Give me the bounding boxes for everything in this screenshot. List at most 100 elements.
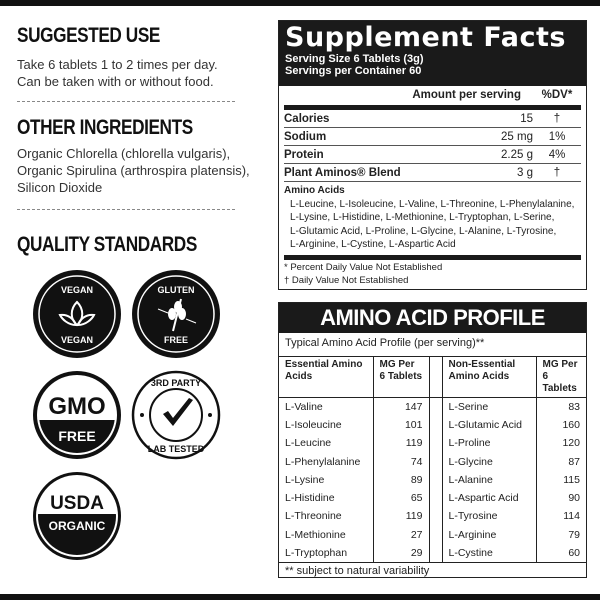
text-line: L-Glutamic Acid, L-Proline, L-Glycine, L… <box>290 225 557 237</box>
text-line: L-Lysine, L-Histidine, L-Methionine, L-T… <box>290 212 555 223</box>
essential-amino-name: L-Leucine <box>279 434 374 453</box>
nonessential-amino-mg: 87 <box>568 455 580 468</box>
divider <box>17 101 235 102</box>
amino-profile-subtitle: Typical Amino Acid Profile (per serving)… <box>279 333 586 357</box>
nutrient-row: Sodium 25 mg 1% <box>284 128 581 146</box>
gmo-free-badge: GMO FREE <box>33 371 121 459</box>
nonessential-amino-mg: 114 <box>563 510 580 523</box>
nonessential-amino-mg: 160 <box>562 418 580 431</box>
amino-profile-title: AMINO ACID PROFILE <box>279 303 586 333</box>
footnotes: * Percent Daily Value Not Established † … <box>284 261 581 287</box>
nonessential-amino-name: L-Cystine <box>442 543 537 563</box>
nutrient-row: Plant Aminos® Blend 3 g † <box>284 164 581 182</box>
table-row: L-Phenylalanine 74 L-Glycine 87 <box>279 452 586 471</box>
table-row: L-Leucine 119 L-Proline 120 <box>279 434 586 453</box>
column-headers: Amount per serving %DV* <box>284 89 581 103</box>
footnote: † Daily Value Not Established <box>284 274 409 286</box>
divider <box>17 209 235 210</box>
other-ingredients-heading: OTHER INGREDIENTS <box>17 116 193 139</box>
nutrient-amount: 25 mg <box>501 130 533 143</box>
text-line: Silicon Dioxide <box>17 180 103 195</box>
text-line: Can be taken with or without food. <box>17 74 214 89</box>
essential-amino-mg: 89 <box>373 470 430 489</box>
nutrient-dv: 4% <box>548 148 566 161</box>
table-header-row: Essential Amino Acids MG Per 6 Tablets N… <box>279 357 586 398</box>
badge-text: LAB TESTED <box>148 444 205 454</box>
column-gap <box>429 507 443 526</box>
bottom-bar <box>0 594 600 600</box>
table-row: L-Methionine 27 L-Arginine 79 <box>279 525 586 544</box>
nutrient-name: Sodium <box>284 130 327 143</box>
nonessential-amino-name: L-Serine <box>442 397 537 416</box>
third-party-tested-badge: 3RD PARTY LAB TESTED <box>131 370 221 460</box>
column-header: MG Per 6 Tablets <box>373 357 430 398</box>
nutrient-amount: 2.25 g <box>501 148 533 161</box>
nutrient-amount: 15 <box>520 112 533 125</box>
nutrient-dv: † <box>553 166 561 179</box>
badge-text: 3RD PARTY <box>151 378 201 388</box>
table-row: L-Threonine 119 L-Tyrosine 114 <box>279 507 586 526</box>
supplement-facts-panel: Supplement Facts Serving Size 6 Tablets … <box>278 20 587 290</box>
nutrient-name: Calories <box>284 112 330 125</box>
column-gap <box>429 357 443 398</box>
amount-header: Amount per serving <box>412 89 521 101</box>
nutrient-dv: † <box>553 112 561 125</box>
text-line: L-Leucine, L-Isoleucine, L-Valine, L-Thr… <box>290 198 575 210</box>
usda-organic-badge: USDA ORGANIC <box>33 472 121 560</box>
supplement-facts-header: Supplement Facts Serving Size 6 Tablets … <box>279 21 586 86</box>
nonessential-amino-name: L-Alanine <box>442 470 537 489</box>
column-header: Non-Essential Amino Acids <box>442 357 537 398</box>
essential-amino-name: L-Threonine <box>279 507 374 526</box>
text-line: L-Arginine, L-Cystine, L-Aspartic Acid <box>290 239 456 250</box>
essential-amino-mg: 101 <box>373 415 430 435</box>
servings-per-container: Servings per Container 60 <box>285 65 422 77</box>
text-line: Take 6 tablets 1 to 2 times per day. <box>17 57 218 72</box>
wheat-icon <box>157 298 197 332</box>
text-line: Organic Chlorella (chlorella vulgaris), <box>17 146 231 161</box>
nonessential-amino-mg: 60 <box>568 547 580 560</box>
essential-amino-mg: 74 <box>373 452 430 471</box>
nonessential-amino-mg: 83 <box>568 400 580 413</box>
column-header: Essential Amino Acids <box>279 357 374 398</box>
footnote: * Percent Daily Value Not Established <box>284 261 443 273</box>
suggested-use-heading: SUGGESTED USE <box>17 24 160 47</box>
column-gap <box>429 488 443 508</box>
nonessential-amino-name: L-Arginine <box>442 525 537 544</box>
checkmark-icon <box>163 398 193 426</box>
suggested-use-text: Take 6 tablets 1 to 2 times per day. Can… <box>17 56 218 90</box>
amino-acids-list: L-Leucine, L-Isoleucine, L-Valine, L-Thr… <box>284 198 581 252</box>
essential-amino-mg: 27 <box>373 525 430 544</box>
other-ingredients-text: Organic Chlorella (chlorella vulgaris), … <box>17 145 250 196</box>
essential-amino-mg: 65 <box>373 488 430 508</box>
badge-text: FREE <box>164 335 188 345</box>
essential-amino-name: L-Isoleucine <box>279 415 374 435</box>
column-gap <box>429 434 443 453</box>
table-row: L-Valine 147 L-Serine 83 <box>279 397 586 416</box>
badge-text: GLUTEN <box>158 285 195 295</box>
dv-header: %DV* <box>541 89 573 101</box>
nonessential-amino-name: L-Glycine <box>442 452 537 471</box>
nutrient-name: Plant Aminos® Blend <box>284 166 401 179</box>
column-gap <box>429 543 443 563</box>
nonessential-amino-mg: 90 <box>568 492 580 505</box>
column-gap <box>429 452 443 471</box>
nutrient-amount: 3 g <box>517 166 533 179</box>
badge-text: ORGANIC <box>49 519 106 533</box>
nutrient-row: Protein 2.25 g 4% <box>284 146 581 164</box>
nutrient-row: Calories 15 † <box>284 110 581 128</box>
amino-profile-table: Essential Amino Acids MG Per 6 Tablets N… <box>279 357 586 563</box>
table-row: L-Tryptophan 29 L-Cystine 60 <box>279 543 586 563</box>
serving-size: Serving Size 6 Tablets (3g) <box>285 53 424 65</box>
table-row: L-Isoleucine 101 L-Glutamic Acid 160 <box>279 415 586 435</box>
essential-amino-mg: 119 <box>373 434 430 453</box>
supplement-facts-title: Supplement Facts <box>285 22 566 53</box>
nonessential-amino-mg: 120 <box>562 437 580 450</box>
essential-amino-name: L-Lysine <box>279 470 374 489</box>
text-line: Organic Spirulina (arthrospira platensis… <box>17 163 250 178</box>
badge-text: VEGAN <box>61 335 93 345</box>
vegan-badge: VEGAN VEGAN <box>33 270 121 358</box>
gluten-free-badge: GLUTEN FREE <box>132 270 220 358</box>
column-gap <box>429 525 443 544</box>
essential-amino-name: L-Tryptophan <box>279 543 374 563</box>
essential-amino-name: L-Methionine <box>279 525 374 544</box>
